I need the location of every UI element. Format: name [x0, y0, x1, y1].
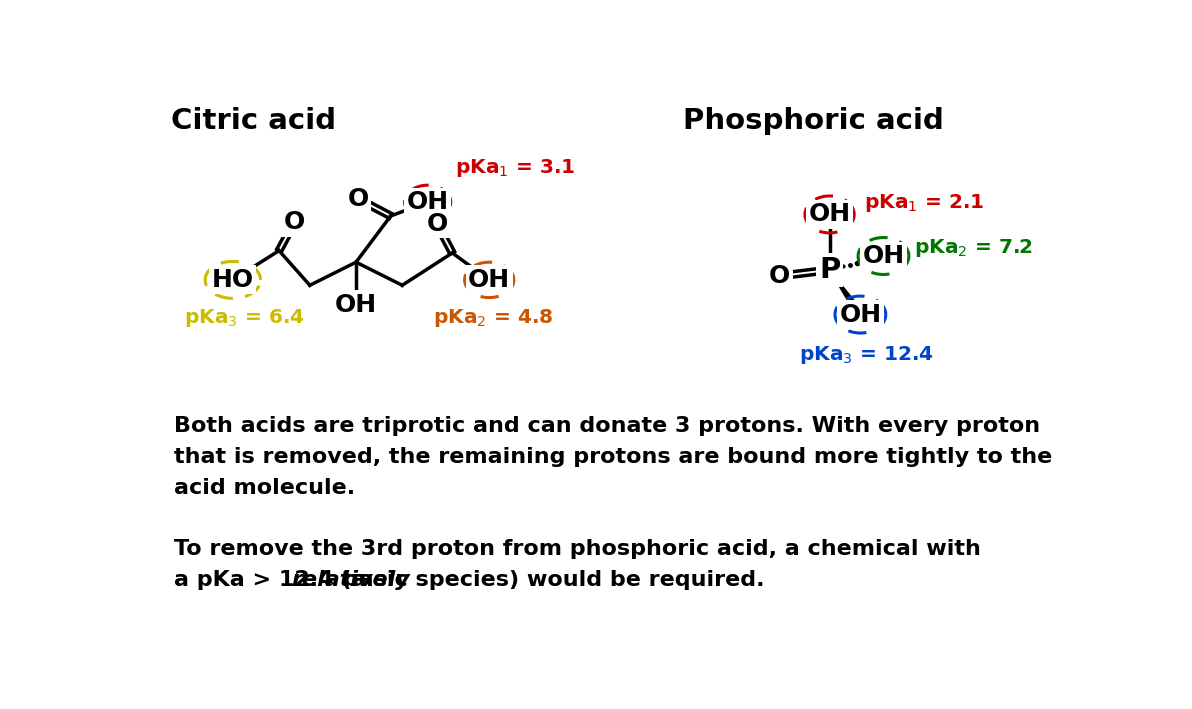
- Text: OH: OH: [839, 303, 881, 327]
- Polygon shape: [830, 270, 863, 317]
- Text: pKa$_3$ = 12.4: pKa$_3$ = 12.4: [799, 344, 933, 366]
- Text: O: O: [284, 210, 305, 234]
- Text: O: O: [427, 212, 447, 235]
- Text: OH: OH: [863, 244, 905, 268]
- Text: that is removed, the remaining protons are bound more tightly to the: that is removed, the remaining protons a…: [174, 447, 1051, 467]
- Text: To remove the 3rd proton from phosphoric acid, a chemical with: To remove the 3rd proton from phosphoric…: [174, 540, 980, 559]
- Text: O: O: [348, 187, 370, 211]
- Text: pKa$_2$ = 4.8: pKa$_2$ = 4.8: [433, 307, 553, 329]
- Text: acid molecule.: acid molecule.: [174, 478, 355, 498]
- Text: pKa$_2$ = 7.2: pKa$_2$ = 7.2: [914, 238, 1033, 259]
- Text: a pKa > 12.4 (a: a pKa > 12.4 (a: [174, 570, 374, 590]
- Text: relatively: relatively: [291, 570, 410, 590]
- Text: OH: OH: [808, 203, 851, 226]
- Text: Citric acid: Citric acid: [172, 106, 336, 135]
- Text: basic species) would be required.: basic species) would be required.: [335, 570, 765, 590]
- Text: O: O: [769, 264, 790, 288]
- Text: Both acids are triprotic and can donate 3 protons. With every proton: Both acids are triprotic and can donate …: [174, 416, 1039, 436]
- Text: HO: HO: [212, 268, 254, 292]
- Text: OH: OH: [406, 190, 448, 214]
- Text: pKa$_1$ = 2.1: pKa$_1$ = 2.1: [864, 192, 985, 214]
- Text: Phosphoric acid: Phosphoric acid: [683, 106, 944, 135]
- Text: P: P: [819, 256, 840, 284]
- Text: OH: OH: [335, 293, 377, 316]
- Text: pKa$_3$ = 6.4: pKa$_3$ = 6.4: [184, 307, 305, 329]
- Text: OH: OH: [468, 268, 510, 292]
- Text: pKa$_1$ = 3.1: pKa$_1$ = 3.1: [454, 157, 575, 179]
